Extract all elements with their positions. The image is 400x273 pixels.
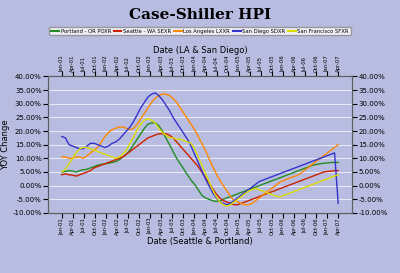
X-axis label: Date (LA & San Diego): Date (LA & San Diego): [153, 46, 247, 55]
Legend: Portland - OR POXR, Seattle - WA SEXR, Los Angeles LXXR, San Diego SDXR, San Fra: Portland - OR POXR, Seattle - WA SEXR, L…: [50, 27, 350, 35]
Y-axis label: YOY Change: YOY Change: [0, 119, 10, 170]
Text: Case-Shiller HPI: Case-Shiller HPI: [129, 8, 271, 22]
X-axis label: Date (Seattle & Portland): Date (Seattle & Portland): [147, 237, 253, 246]
